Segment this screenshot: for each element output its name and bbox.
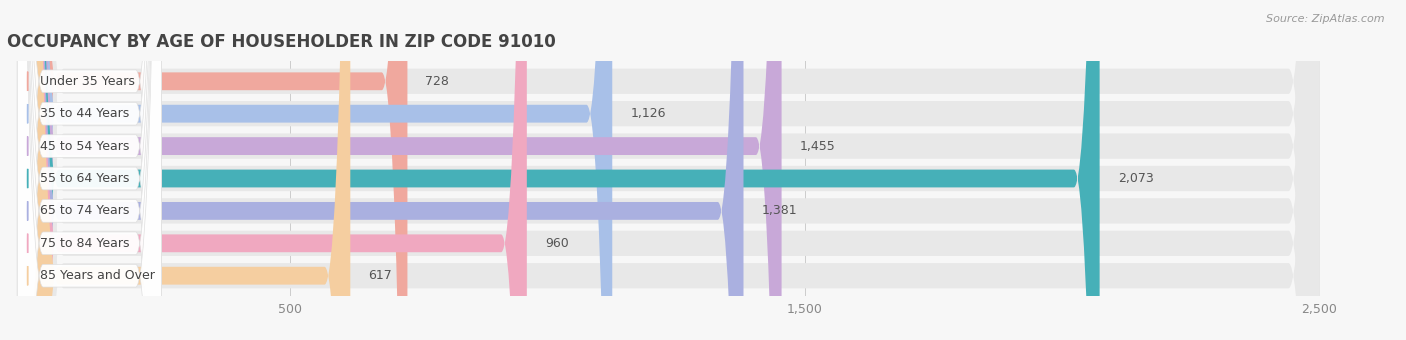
FancyBboxPatch shape: [17, 0, 162, 340]
FancyBboxPatch shape: [32, 0, 1319, 340]
FancyBboxPatch shape: [32, 0, 1319, 340]
FancyBboxPatch shape: [32, 0, 612, 340]
FancyBboxPatch shape: [32, 0, 1319, 340]
FancyBboxPatch shape: [32, 0, 1099, 340]
Text: 65 to 74 Years: 65 to 74 Years: [41, 204, 129, 217]
FancyBboxPatch shape: [32, 0, 1319, 340]
Text: 1,381: 1,381: [762, 204, 797, 217]
Text: 960: 960: [546, 237, 568, 250]
Text: 55 to 64 Years: 55 to 64 Years: [41, 172, 129, 185]
FancyBboxPatch shape: [32, 0, 744, 340]
FancyBboxPatch shape: [17, 0, 162, 340]
Text: Source: ZipAtlas.com: Source: ZipAtlas.com: [1267, 14, 1385, 23]
Text: Under 35 Years: Under 35 Years: [41, 75, 135, 88]
Text: 45 to 54 Years: 45 to 54 Years: [41, 140, 129, 153]
Text: 1,126: 1,126: [630, 107, 666, 120]
FancyBboxPatch shape: [17, 0, 162, 340]
FancyBboxPatch shape: [17, 0, 162, 340]
Text: 85 Years and Over: 85 Years and Over: [41, 269, 155, 282]
FancyBboxPatch shape: [17, 0, 162, 340]
Text: OCCUPANCY BY AGE OF HOUSEHOLDER IN ZIP CODE 91010: OCCUPANCY BY AGE OF HOUSEHOLDER IN ZIP C…: [7, 33, 555, 51]
Text: 728: 728: [426, 75, 450, 88]
FancyBboxPatch shape: [32, 0, 408, 340]
Text: 2,073: 2,073: [1118, 172, 1153, 185]
FancyBboxPatch shape: [32, 0, 782, 340]
FancyBboxPatch shape: [32, 0, 350, 340]
Text: 617: 617: [368, 269, 392, 282]
FancyBboxPatch shape: [17, 0, 162, 340]
Text: 1,455: 1,455: [800, 140, 835, 153]
FancyBboxPatch shape: [32, 0, 1319, 340]
FancyBboxPatch shape: [32, 0, 1319, 340]
FancyBboxPatch shape: [32, 0, 527, 340]
FancyBboxPatch shape: [32, 0, 1319, 340]
Text: 35 to 44 Years: 35 to 44 Years: [41, 107, 129, 120]
FancyBboxPatch shape: [17, 0, 162, 340]
Text: 75 to 84 Years: 75 to 84 Years: [41, 237, 129, 250]
